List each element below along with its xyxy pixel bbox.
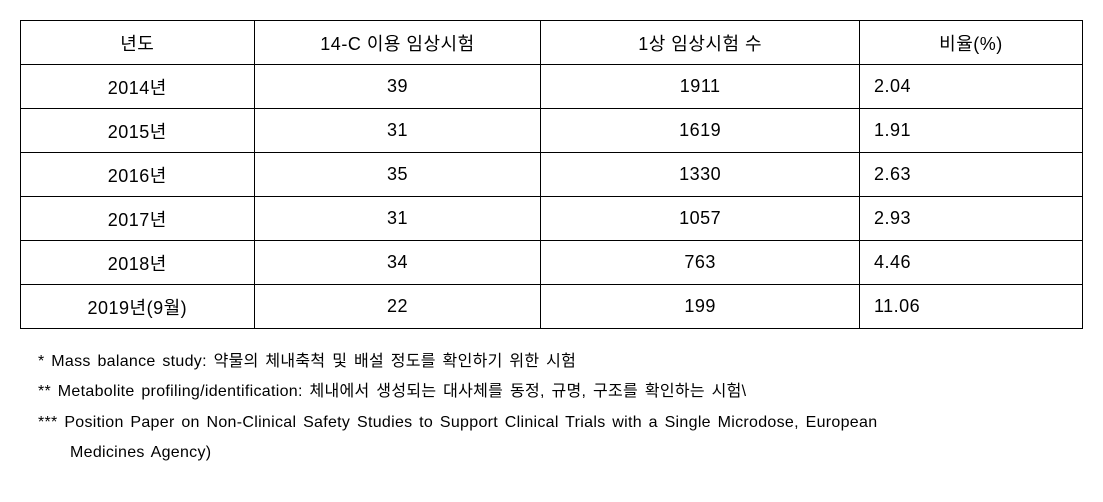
cell-phase1: 1330 xyxy=(541,153,860,197)
cell-phase1: 1911 xyxy=(541,65,860,109)
cell-phase1: 763 xyxy=(541,241,860,285)
cell-c14: 35 xyxy=(254,153,541,197)
cell-phase1: 1057 xyxy=(541,197,860,241)
cell-c14: 31 xyxy=(254,197,541,241)
footnote-3-cont: Medicines Agency) xyxy=(38,438,1065,468)
cell-phase1: 199 xyxy=(541,285,860,329)
cell-c14: 22 xyxy=(254,285,541,329)
cell-year: 2017년 xyxy=(21,197,255,241)
cell-c14: 39 xyxy=(254,65,541,109)
table-row: 2014년 39 1911 2.04 xyxy=(21,65,1083,109)
table-row: 2017년 31 1057 2.93 xyxy=(21,197,1083,241)
table-row: 2018년 34 763 4.46 xyxy=(21,241,1083,285)
cell-ratio: 1.91 xyxy=(859,109,1082,153)
document-container: 년도 14-C 이용 임상시험 1상 임상시험 수 비율(%) 2014년 39… xyxy=(20,20,1083,469)
header-ratio: 비율(%) xyxy=(859,21,1082,65)
cell-phase1: 1619 xyxy=(541,109,860,153)
header-year: 년도 xyxy=(21,21,255,65)
footnote-3: *** Position Paper on Non-Clinical Safet… xyxy=(38,408,1065,438)
clinical-trials-table: 년도 14-C 이용 임상시험 1상 임상시험 수 비율(%) 2014년 39… xyxy=(20,20,1083,329)
cell-year: 2018년 xyxy=(21,241,255,285)
cell-ratio: 2.93 xyxy=(859,197,1082,241)
table-header-row: 년도 14-C 이용 임상시험 1상 임상시험 수 비율(%) xyxy=(21,21,1083,65)
header-c14: 14-C 이용 임상시험 xyxy=(254,21,541,65)
footnotes-section: * Mass balance study: 약물의 체내축척 및 배설 정도를 … xyxy=(20,347,1083,469)
cell-year: 2015년 xyxy=(21,109,255,153)
cell-year: 2016년 xyxy=(21,153,255,197)
cell-ratio: 2.04 xyxy=(859,65,1082,109)
cell-ratio: 2.63 xyxy=(859,153,1082,197)
footnote-1: * Mass balance study: 약물의 체내축척 및 배설 정도를 … xyxy=(38,347,1065,377)
cell-c14: 34 xyxy=(254,241,541,285)
cell-ratio: 4.46 xyxy=(859,241,1082,285)
cell-c14: 31 xyxy=(254,109,541,153)
table-body: 2014년 39 1911 2.04 2015년 31 1619 1.91 20… xyxy=(21,65,1083,329)
cell-year: 2019년(9월) xyxy=(21,285,255,329)
table-row: 2016년 35 1330 2.63 xyxy=(21,153,1083,197)
header-phase1: 1상 임상시험 수 xyxy=(541,21,860,65)
footnote-2: ** Metabolite profiling/identification: … xyxy=(38,377,1065,407)
cell-year: 2014년 xyxy=(21,65,255,109)
cell-ratio: 11.06 xyxy=(859,285,1082,329)
table-row: 2019년(9월) 22 199 11.06 xyxy=(21,285,1083,329)
table-row: 2015년 31 1619 1.91 xyxy=(21,109,1083,153)
